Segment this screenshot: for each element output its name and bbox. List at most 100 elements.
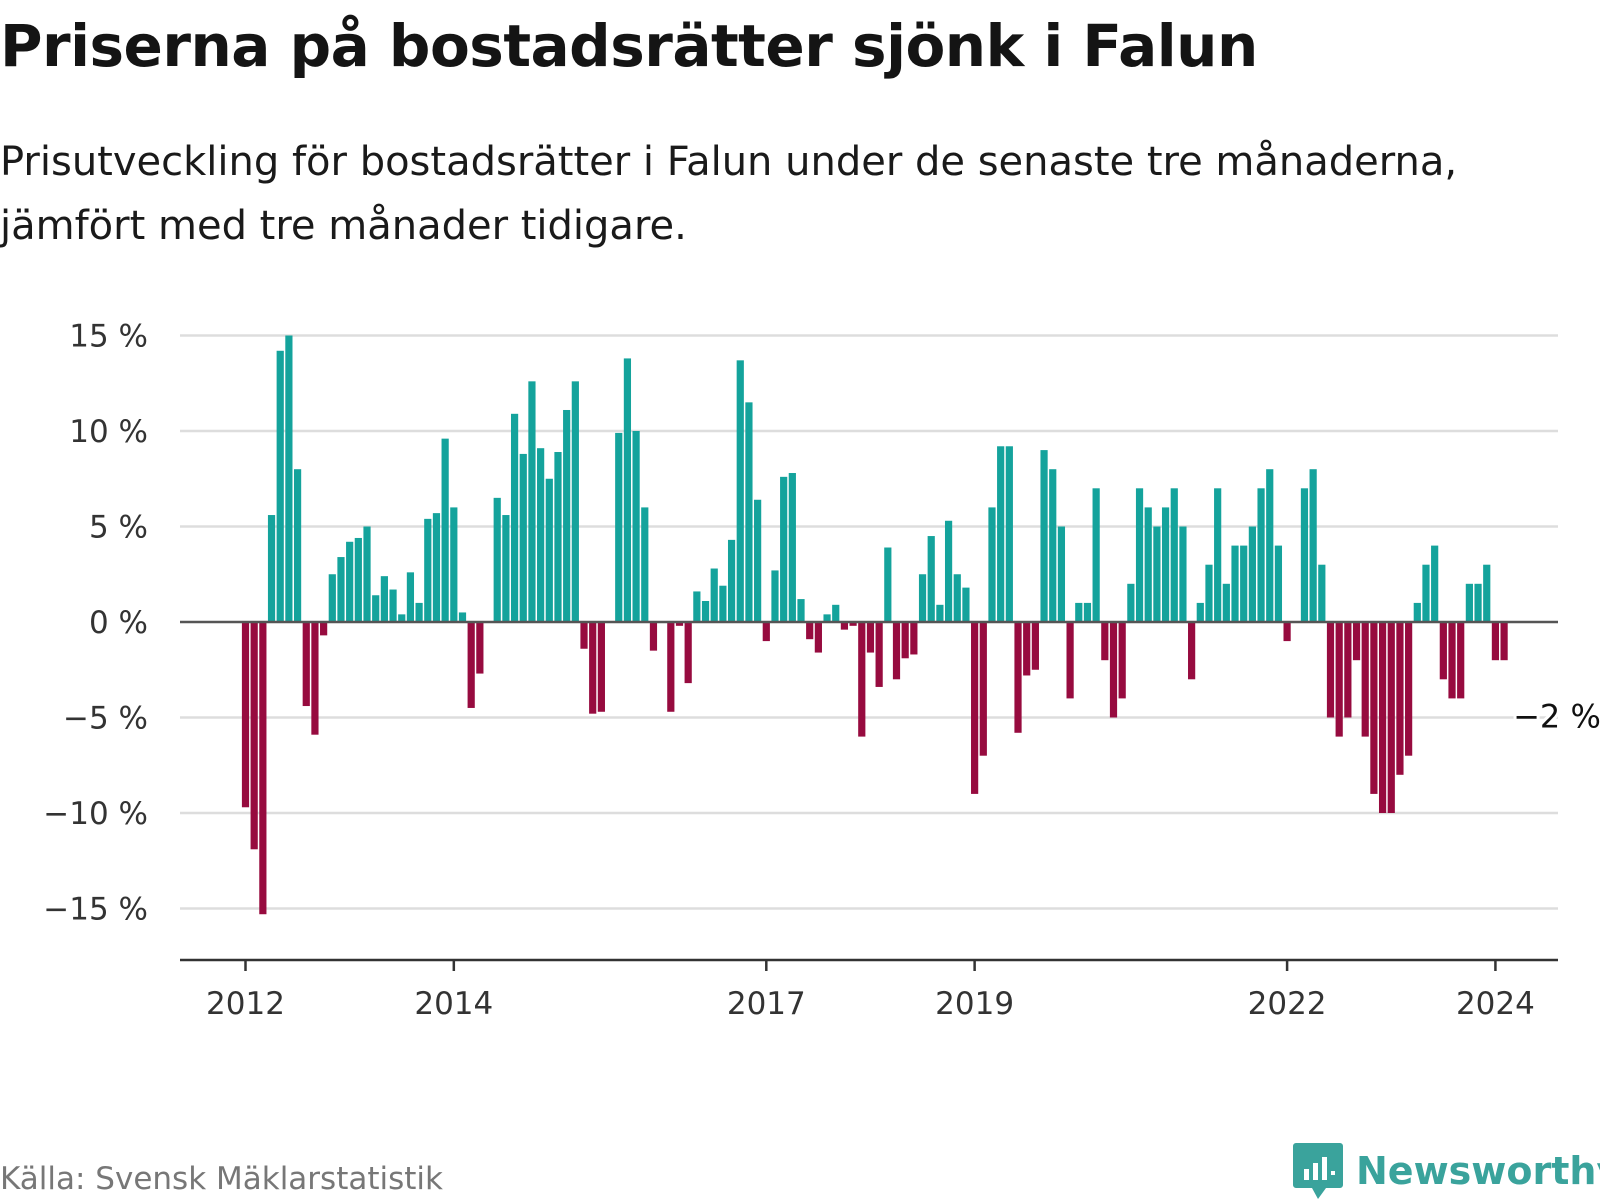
bar [684, 622, 692, 684]
bar [1231, 545, 1239, 622]
bar [866, 622, 875, 653]
bar [571, 381, 579, 622]
bar [1057, 526, 1066, 622]
bar [710, 568, 718, 622]
bar [267, 515, 276, 622]
bar [1274, 545, 1283, 622]
bar [1161, 507, 1170, 622]
bar [1483, 564, 1491, 622]
bar [988, 507, 996, 622]
bar [797, 599, 805, 622]
bar [1075, 602, 1083, 622]
bar [519, 453, 527, 622]
brand-name: Newsworthy [1356, 1149, 1600, 1193]
bar [467, 622, 475, 708]
axes [180, 620, 1558, 962]
bar-chart: 15 %10 %5 %0 %−5 %−10 %−15 % 2012 2014 201… [43, 319, 1600, 1023]
bar [1118, 622, 1126, 699]
bar [1370, 622, 1378, 794]
bar [398, 614, 406, 622]
bar [285, 335, 293, 622]
x-axis-labels: 2012 2014 2017 2019 2022 2024 [206, 960, 1535, 1022]
chart-title: Priserna på bostadsrätter sjönk i Falun [0, 12, 1258, 80]
bar [727, 539, 736, 622]
bar [1109, 622, 1118, 718]
bar [701, 600, 710, 622]
y-tick-label: −15 % [43, 892, 148, 928]
bar [537, 448, 545, 622]
last-value-label: −2 % [1513, 698, 1600, 736]
bar [1309, 469, 1317, 622]
bar [918, 574, 927, 622]
bar [476, 622, 484, 674]
bar [1422, 564, 1430, 622]
bar [641, 507, 649, 622]
bar [675, 622, 684, 626]
bar [1431, 545, 1439, 622]
x-tick-label: 2017 [727, 986, 806, 1022]
bar [1405, 622, 1413, 756]
y-tick-label: −5 % [63, 701, 148, 737]
bar [971, 622, 979, 794]
bar [450, 507, 458, 622]
x-tick-label: 2019 [935, 986, 1014, 1022]
bar [415, 602, 423, 622]
bar [510, 413, 519, 622]
bar [545, 478, 553, 622]
annotation: −2 % [1510, 695, 1600, 739]
bar [884, 547, 892, 622]
bars [241, 335, 1508, 915]
bar [241, 622, 250, 808]
bar [840, 622, 849, 630]
bar [1014, 622, 1022, 733]
bar [1439, 622, 1447, 680]
bar [1266, 469, 1274, 622]
bar [528, 381, 536, 622]
bar [563, 409, 571, 622]
bar [328, 574, 336, 622]
bar [432, 513, 441, 622]
bar [814, 622, 822, 653]
bar [979, 622, 987, 756]
bar [1170, 488, 1178, 622]
bar [597, 622, 605, 712]
bar [1457, 622, 1465, 699]
bar [1413, 602, 1421, 622]
newsworthy-logo-icon [1293, 1143, 1343, 1199]
chart-subtitle: Prisutveckling för bostadsrätter i Falun… [0, 139, 1458, 249]
bar [311, 622, 319, 735]
bar [1240, 545, 1248, 622]
bar [1500, 622, 1508, 661]
bar [1214, 488, 1222, 622]
bar [927, 536, 935, 622]
bar [936, 604, 944, 622]
bar [736, 360, 744, 622]
bar [953, 574, 961, 622]
bar [997, 446, 1005, 622]
bar [901, 622, 909, 659]
y-tick-label: 15 % [69, 319, 148, 355]
y-tick-label: 0 % [89, 605, 148, 641]
bar [276, 350, 284, 622]
bar [632, 431, 640, 622]
bar [354, 537, 362, 622]
bar [580, 622, 588, 649]
bar [1179, 526, 1187, 622]
bar [1396, 622, 1404, 775]
bar [892, 622, 901, 680]
brand-logo: Newsworthy [1292, 1141, 1600, 1201]
bar [1344, 622, 1352, 718]
bar [441, 438, 449, 622]
bar [875, 622, 883, 687]
bar [1040, 450, 1048, 622]
y-tick-label: 10 % [69, 414, 148, 450]
bar [1335, 622, 1343, 737]
bar [1205, 564, 1213, 622]
bar [337, 557, 345, 622]
bar [493, 497, 501, 622]
bar [649, 622, 658, 651]
bar [944, 520, 953, 622]
bar [806, 622, 814, 640]
bar [458, 612, 467, 622]
bar [1491, 622, 1500, 661]
